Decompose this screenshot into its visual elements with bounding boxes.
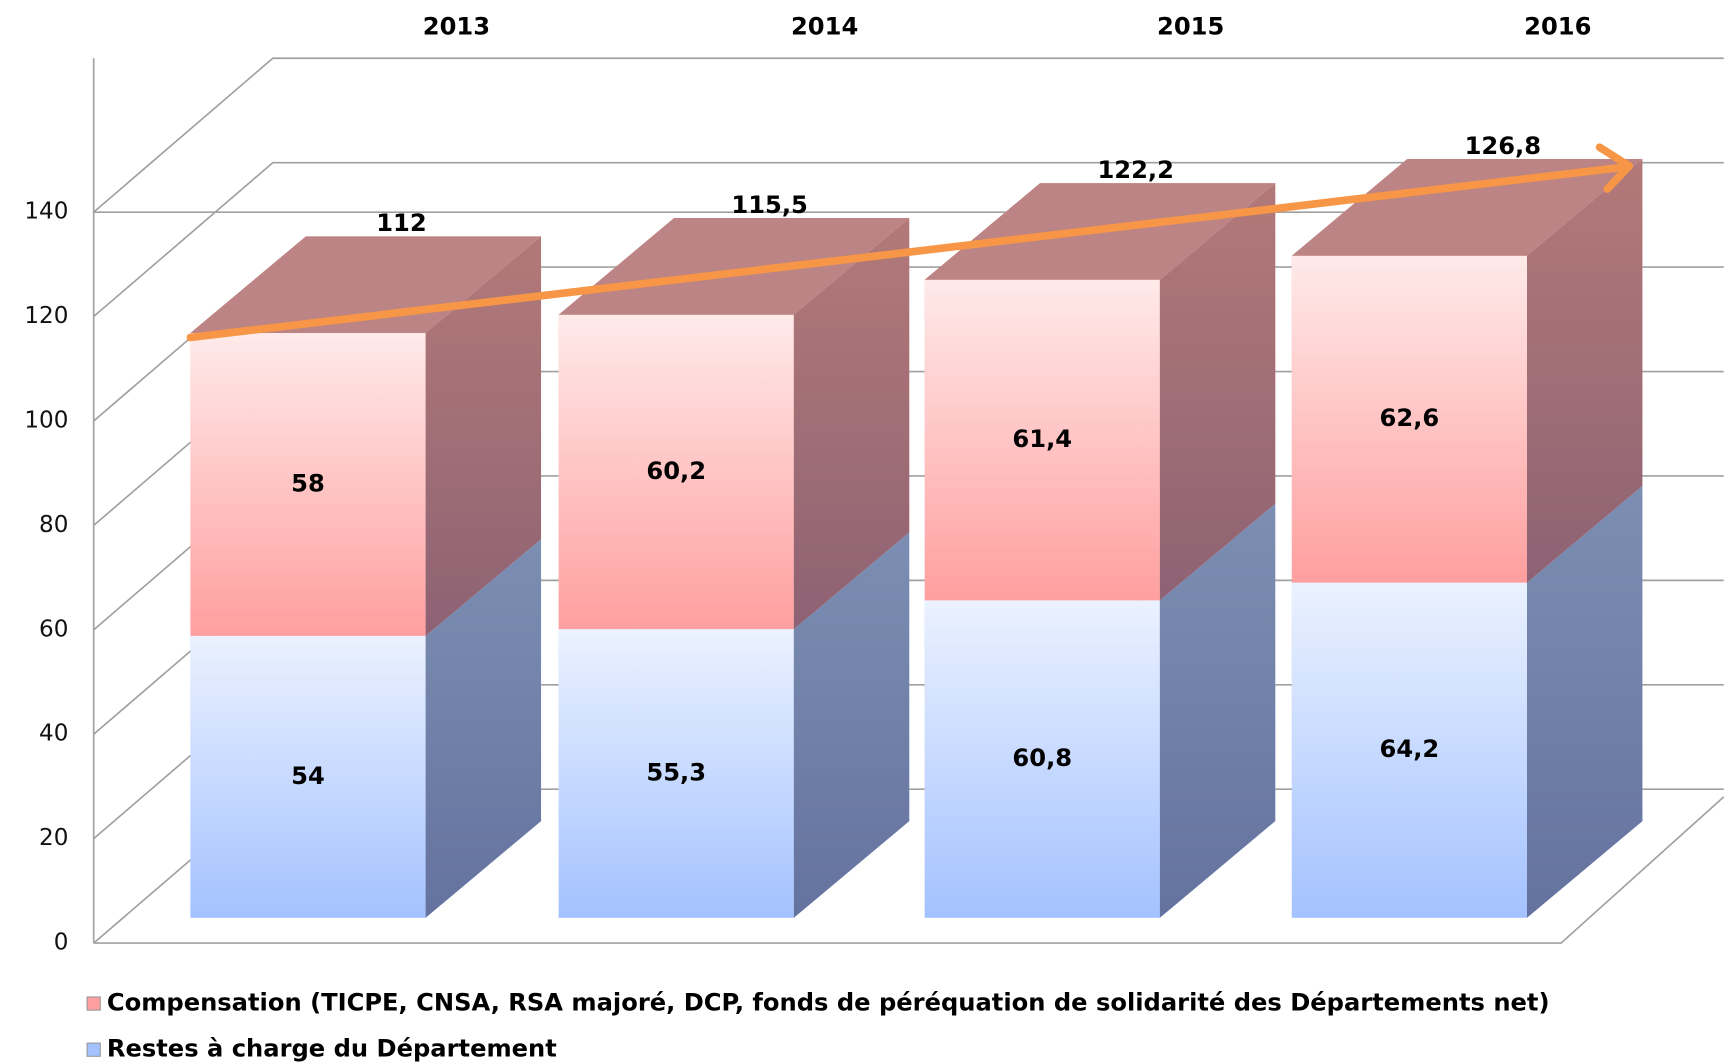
bar-shine bbox=[1291, 582, 1527, 918]
y-tick-label: 40 bbox=[39, 721, 68, 747]
y-tick-label: 140 bbox=[24, 199, 68, 225]
floor-edge bbox=[93, 796, 1724, 944]
bar-side-shade bbox=[425, 236, 542, 636]
grid-line bbox=[93, 57, 1724, 213]
legend-swatch bbox=[86, 1042, 101, 1057]
total-label: 126,8 bbox=[1465, 132, 1541, 160]
labels: 0 20 40 60 80 100 120 140 54 58 112 2013 55,3 60,2 115… bbox=[24, 12, 1591, 1062]
value-label: 55,3 bbox=[646, 758, 706, 786]
value-label: 64,2 bbox=[1380, 735, 1440, 763]
y-tick-label: 120 bbox=[24, 303, 68, 329]
bar-side-shade bbox=[1159, 183, 1276, 601]
total-label: 122,2 bbox=[1097, 156, 1173, 184]
x-tick-label: 2013 bbox=[423, 12, 490, 40]
grid-line bbox=[93, 161, 1724, 318]
y-tick-label: 80 bbox=[39, 512, 68, 538]
total-label: 112 bbox=[376, 209, 426, 237]
legend-label: Compensation (TICPE, CNSA, RSA majoré, D… bbox=[107, 989, 1550, 1017]
bars bbox=[190, 159, 1643, 918]
trend-arrow bbox=[186, 143, 1634, 342]
value-label: 62,6 bbox=[1380, 404, 1440, 432]
bar-side-shade bbox=[1527, 159, 1643, 583]
value-label: 58 bbox=[291, 469, 325, 497]
value-label: 60,8 bbox=[1012, 744, 1072, 772]
bar-side-shade bbox=[1159, 503, 1276, 918]
value-label: 60,2 bbox=[646, 457, 706, 485]
bar-side-shade bbox=[793, 532, 910, 918]
legend-label: Restes à charge du Département bbox=[107, 1035, 557, 1063]
bar-top-shade bbox=[1291, 159, 1643, 256]
value-label: 54 bbox=[291, 762, 325, 790]
y-tick-label: 60 bbox=[39, 616, 68, 642]
bar-shine bbox=[190, 635, 426, 918]
bar-shine bbox=[558, 629, 794, 918]
legend-swatch bbox=[86, 996, 101, 1011]
bar-top-shade bbox=[558, 218, 910, 315]
x-tick-label: 2014 bbox=[791, 12, 858, 40]
y-tick-label: 100 bbox=[24, 407, 68, 433]
bar-shine bbox=[1291, 255, 1527, 583]
value-label: 61,4 bbox=[1012, 425, 1072, 453]
bar-side-shade bbox=[425, 539, 542, 918]
bar-side-shade bbox=[793, 218, 910, 630]
y-tick-label: 0 bbox=[54, 930, 69, 956]
x-tick-label: 2016 bbox=[1524, 12, 1591, 40]
y-tick-label: 20 bbox=[39, 825, 68, 851]
bar-side-shade bbox=[1527, 485, 1643, 918]
total-label: 115,5 bbox=[731, 191, 807, 219]
bar-shine bbox=[924, 600, 1160, 918]
bar-shine bbox=[190, 333, 426, 636]
bar-shine bbox=[558, 314, 794, 630]
bar-shine bbox=[924, 279, 1160, 601]
x-tick-label: 2015 bbox=[1157, 12, 1224, 40]
